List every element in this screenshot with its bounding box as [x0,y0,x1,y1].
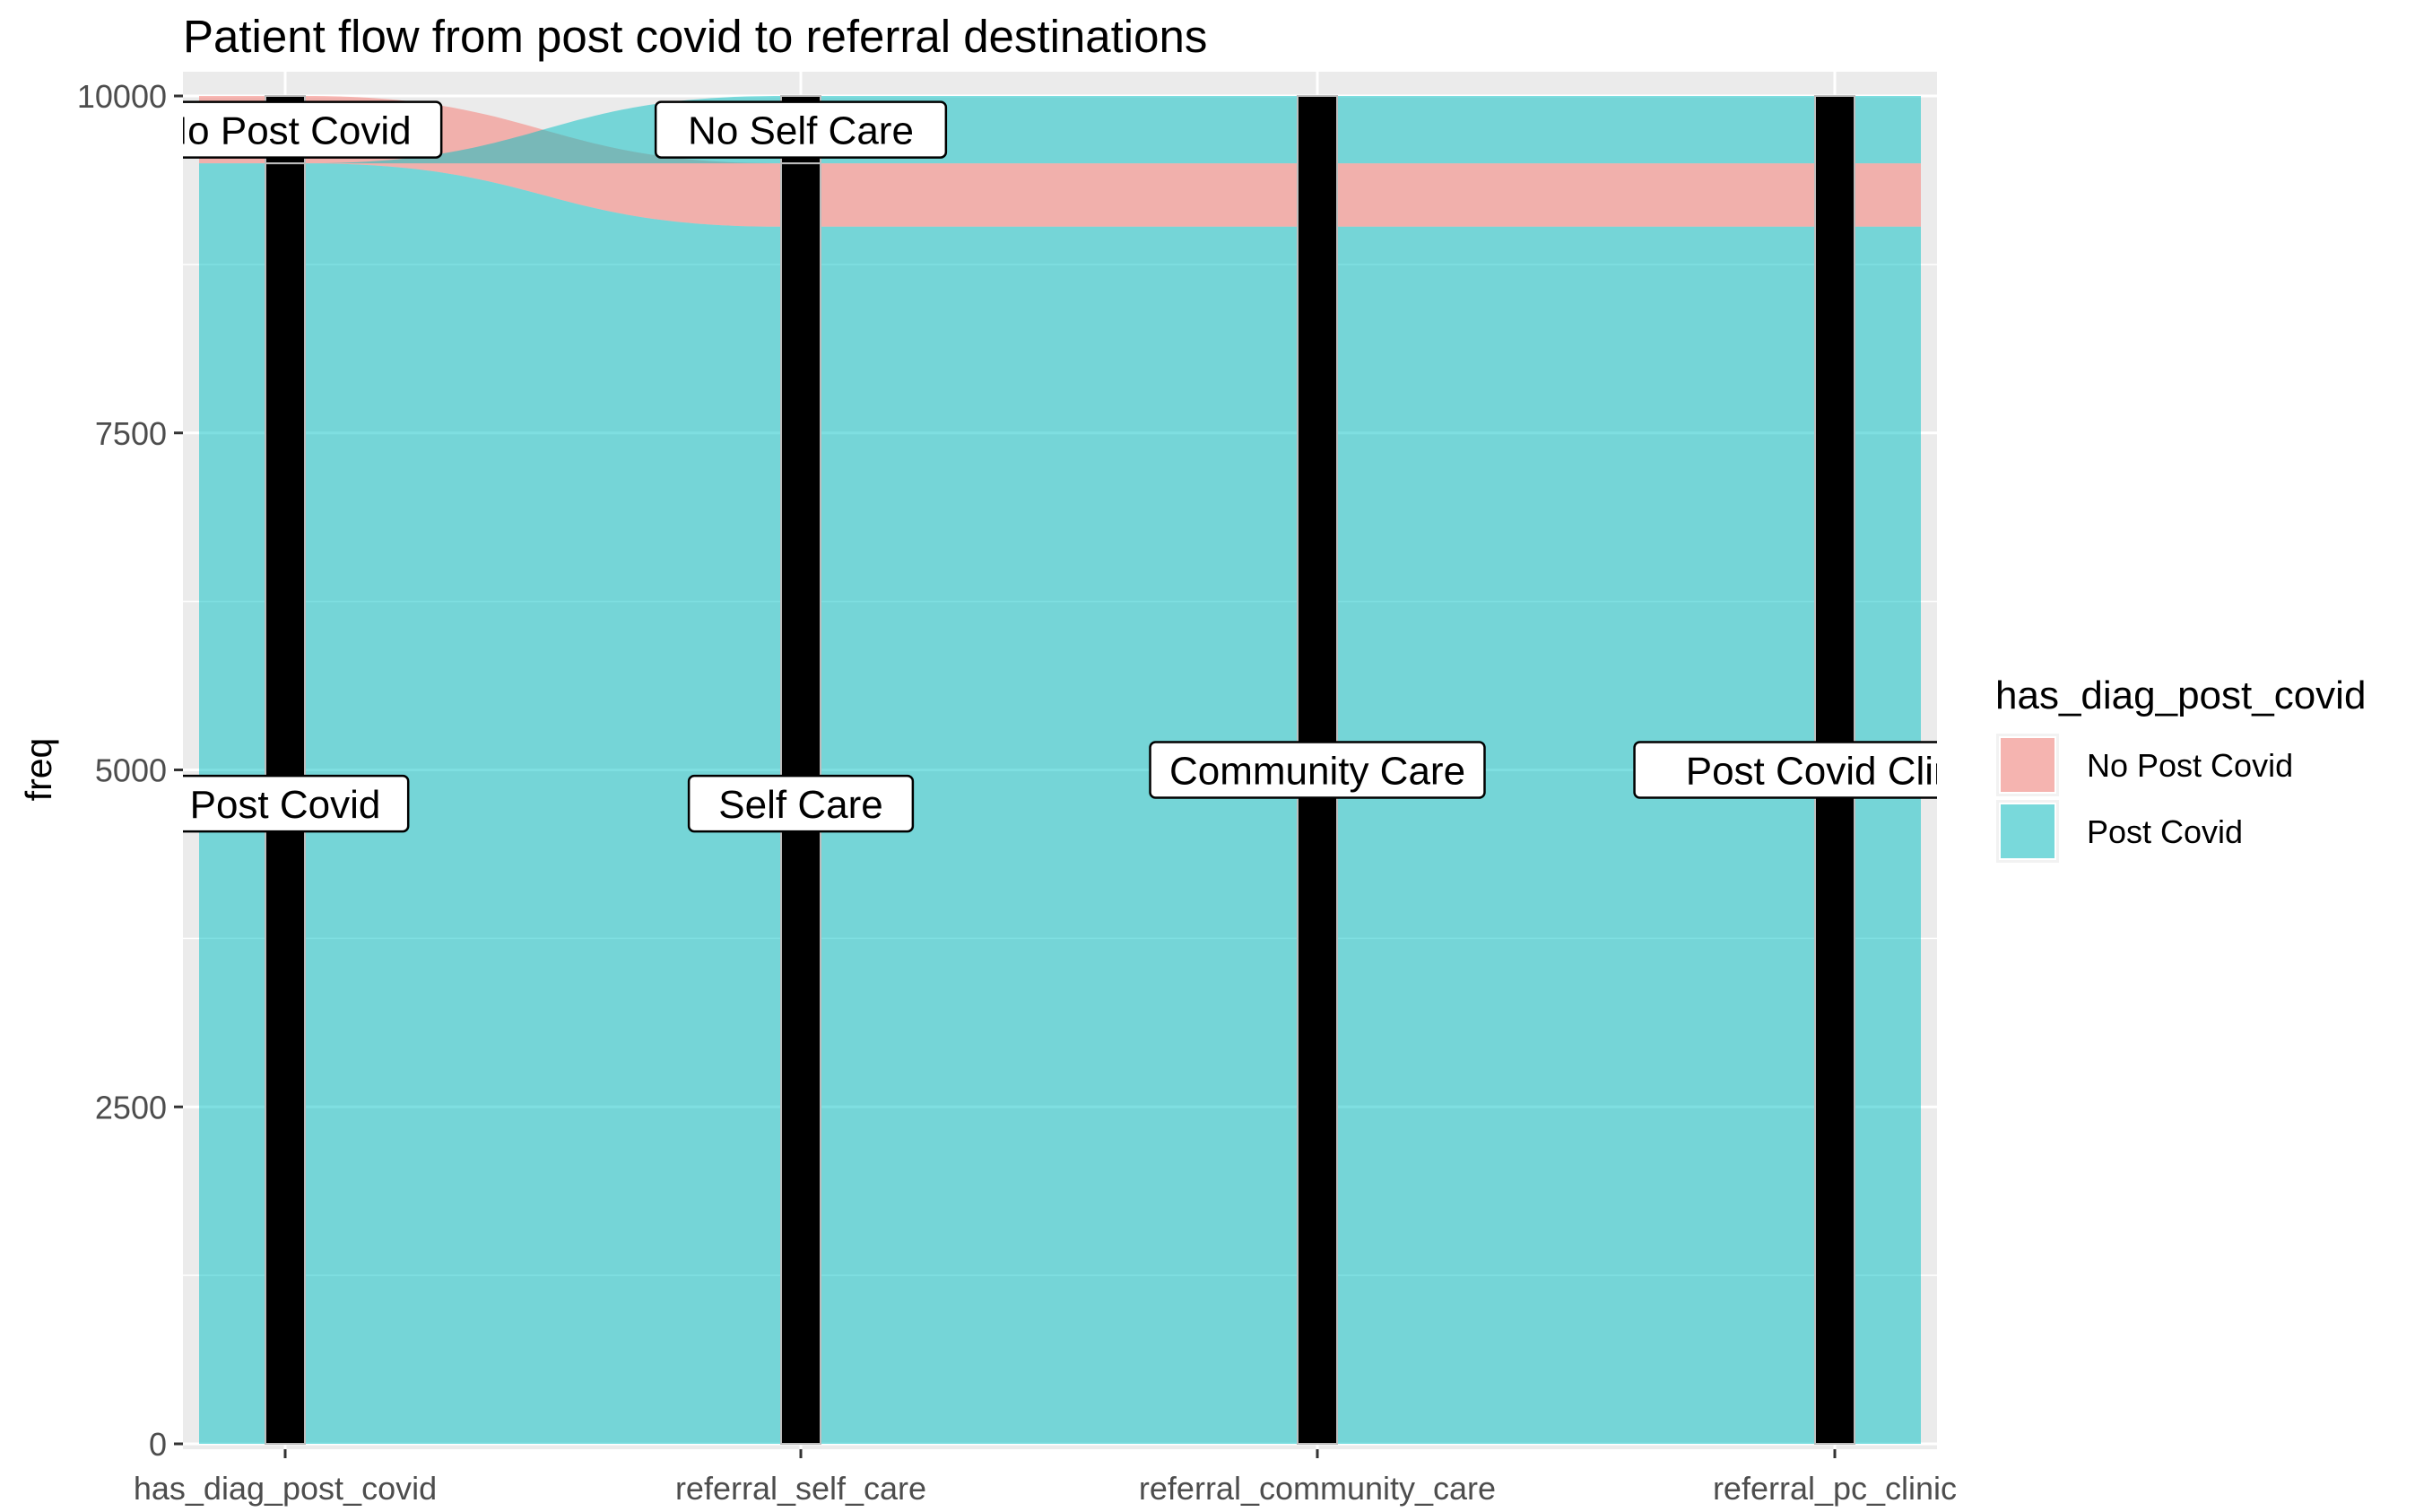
stratum-label-box-5 [1633,741,1937,799]
stratum-label-5: Post Covid Clinic [1686,749,1985,793]
y-tick-label: 10000 [77,78,167,115]
y-tick-label: 7500 [95,415,167,452]
y-axis-label: freq [18,738,59,802]
y-tick-label: 2500 [95,1089,167,1125]
legend-label-0: No Post Covid [2087,747,2293,784]
flow-band-0 [199,96,1921,227]
stratum-label-box-1 [183,774,410,833]
y-tick-label: 0 [149,1426,167,1463]
stratum-labels: No Post Covid Post Covid No Self Care Self … [159,100,1985,833]
stratum-label-box-4 [1149,741,1486,799]
stratum-label-4: Community Care [1169,749,1465,793]
stratum-label-0: No Post Covid [159,109,411,152]
x-tick-label: referral_community_care [1139,1470,1496,1507]
stratum-label-3: Self Care [718,783,882,827]
x-tick-label: referral_self_care [675,1470,926,1507]
chart-title: Patient flow from post covid to referral… [183,11,1207,62]
stratum-label-1: Post Covid [190,783,381,827]
y-tick-label: 5000 [95,752,167,789]
stratum-label-box-0 [183,100,443,159]
legend-title: has_diag_post_covid [1995,673,2366,717]
stratum-label-box-3 [687,774,915,833]
stratum-label-2: No Self Care [688,109,914,152]
flow-band-1 [199,163,1921,1444]
legend-swatch-1 [1999,803,2056,860]
x-tick-label: referral_pc_clinic [1713,1470,1957,1507]
x-tick-label: has_diag_post_covid [134,1470,437,1507]
legend-label-1: Post Covid [2087,813,2243,850]
plot-panel: No Post Covid Post Covid No Self Care Self … [77,72,1985,1507]
legend-swatch-0 [1999,736,2056,794]
stratum-label-box-2 [654,100,948,159]
flow-band-2 [199,96,1921,164]
legend: has_diag_post_covid No Post Covid Post Co… [1995,673,2366,863]
